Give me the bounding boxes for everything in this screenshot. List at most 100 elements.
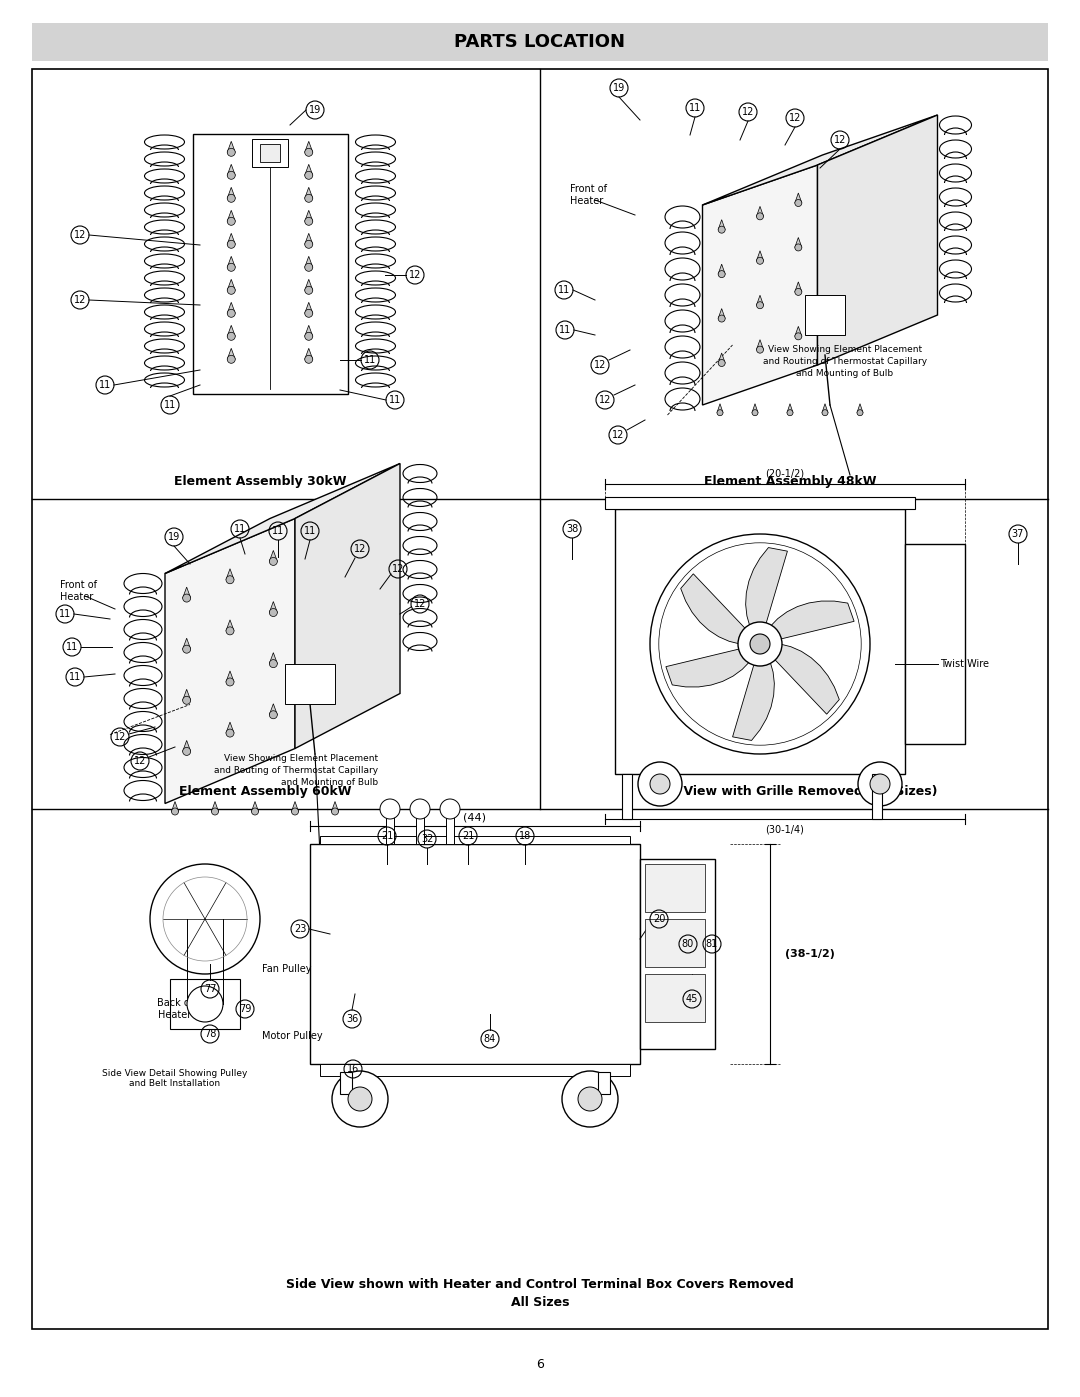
Text: PARTS LOCATION: PARTS LOCATION [455, 34, 625, 52]
Text: 11: 11 [558, 285, 570, 295]
Polygon shape [292, 802, 298, 812]
Text: 12: 12 [742, 108, 754, 117]
Polygon shape [305, 187, 313, 198]
Polygon shape [226, 569, 234, 580]
Polygon shape [227, 326, 235, 337]
Circle shape [858, 409, 863, 416]
Circle shape [269, 659, 278, 668]
Text: 12: 12 [594, 360, 606, 370]
Polygon shape [227, 233, 235, 244]
Polygon shape [269, 704, 278, 715]
Circle shape [756, 302, 764, 309]
Text: Element Assembly 48kW: Element Assembly 48kW [704, 475, 876, 488]
Polygon shape [752, 404, 758, 412]
Text: (20-1/2): (20-1/2) [766, 469, 805, 479]
Text: 81: 81 [706, 939, 718, 949]
Circle shape [348, 1087, 372, 1111]
Text: 12: 12 [113, 732, 126, 742]
Circle shape [305, 172, 313, 179]
Circle shape [332, 1071, 388, 1127]
Circle shape [227, 263, 235, 271]
Text: 23: 23 [294, 923, 307, 935]
Text: 79: 79 [239, 1004, 252, 1014]
Circle shape [305, 309, 313, 317]
Circle shape [269, 711, 278, 718]
Circle shape [269, 609, 278, 616]
Circle shape [305, 194, 313, 203]
Bar [598, 1071, 610, 1094]
Polygon shape [666, 648, 750, 687]
Text: 20: 20 [652, 914, 665, 923]
Polygon shape [183, 638, 191, 650]
Circle shape [226, 627, 234, 634]
Text: View Showing Element Placement
and Routing of Thermostat Capillary
and Mounting : View Showing Element Placement and Routi… [762, 345, 927, 377]
Text: 12: 12 [788, 113, 801, 123]
Polygon shape [702, 115, 937, 205]
Circle shape [870, 774, 890, 793]
Circle shape [858, 761, 902, 806]
Text: 11: 11 [389, 395, 401, 405]
Bar [905, 543, 966, 745]
Circle shape [305, 332, 313, 341]
Text: 12: 12 [73, 295, 86, 305]
Circle shape [212, 807, 218, 814]
Circle shape [756, 212, 764, 219]
Circle shape [795, 200, 801, 207]
Polygon shape [183, 587, 191, 598]
Bar [645, 974, 705, 1023]
Circle shape [227, 218, 235, 225]
Polygon shape [795, 237, 801, 247]
Circle shape [252, 807, 258, 814]
Text: Back of
Heater: Back of Heater [157, 999, 193, 1020]
Circle shape [410, 799, 430, 819]
Circle shape [718, 226, 725, 233]
Circle shape [183, 594, 191, 602]
Circle shape [305, 148, 313, 156]
Bar [446, 814, 454, 844]
Polygon shape [227, 165, 235, 175]
Circle shape [795, 288, 801, 295]
Bar [320, 835, 630, 844]
Polygon shape [227, 211, 235, 221]
Text: Front of
Heater: Front of Heater [570, 184, 607, 205]
Polygon shape [305, 256, 313, 267]
Circle shape [650, 774, 670, 793]
Polygon shape [305, 165, 313, 175]
Text: 11: 11 [66, 643, 78, 652]
Polygon shape [305, 302, 313, 313]
Polygon shape [818, 115, 937, 365]
Circle shape [332, 807, 338, 814]
Polygon shape [269, 652, 278, 664]
Circle shape [227, 172, 235, 179]
Polygon shape [702, 165, 818, 405]
Polygon shape [226, 722, 234, 733]
Text: 11: 11 [272, 527, 284, 536]
Text: 11: 11 [164, 400, 176, 409]
Circle shape [183, 645, 191, 654]
Polygon shape [269, 550, 278, 562]
Text: 11: 11 [99, 380, 111, 390]
Text: 21: 21 [381, 831, 393, 841]
Circle shape [380, 799, 400, 819]
Circle shape [227, 194, 235, 203]
Text: 11: 11 [364, 355, 376, 365]
Polygon shape [305, 233, 313, 244]
Text: 6: 6 [536, 1358, 544, 1370]
Bar [320, 1065, 630, 1076]
Polygon shape [165, 518, 295, 803]
Circle shape [305, 218, 313, 225]
Bar [645, 863, 705, 912]
Circle shape [717, 409, 723, 416]
Polygon shape [227, 187, 235, 198]
Polygon shape [718, 264, 725, 274]
Circle shape [718, 271, 725, 278]
Text: 37: 37 [1012, 529, 1024, 539]
Text: Fan Pulley: Fan Pulley [262, 964, 311, 974]
Circle shape [650, 534, 870, 754]
Circle shape [187, 986, 222, 1023]
Bar [416, 814, 424, 844]
Bar [285, 664, 335, 704]
Text: 19: 19 [167, 532, 180, 542]
Polygon shape [795, 327, 801, 337]
Circle shape [227, 286, 235, 295]
